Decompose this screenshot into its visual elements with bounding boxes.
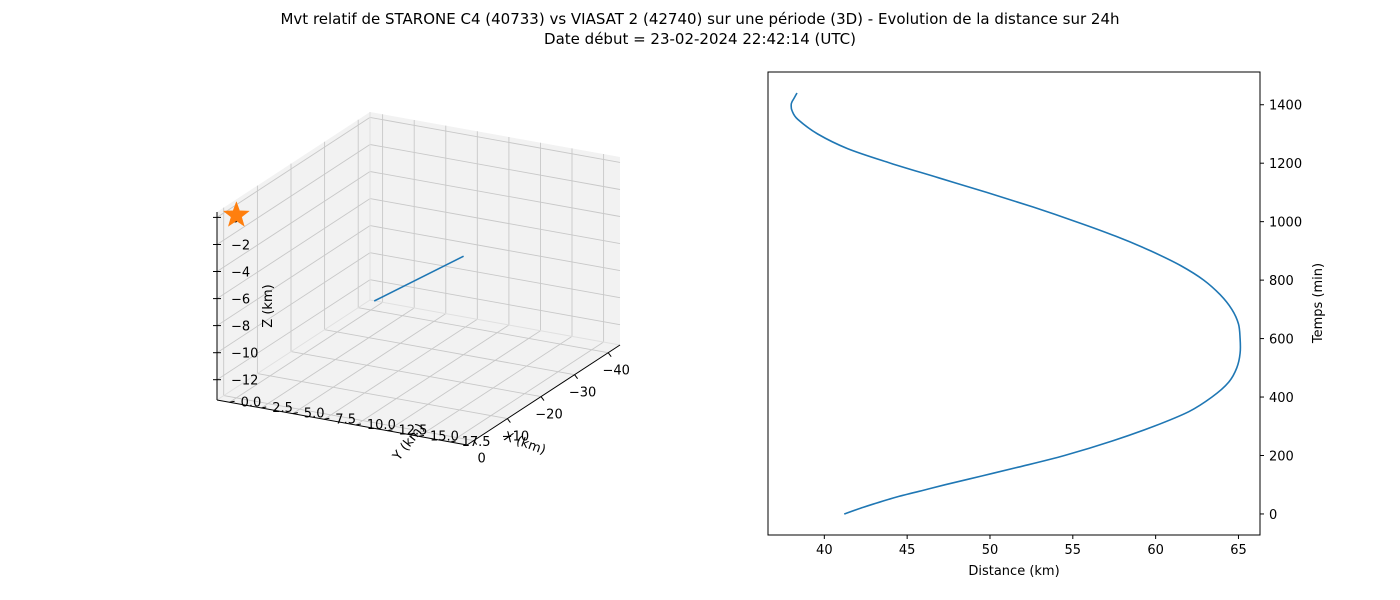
pane-edge — [216, 299, 371, 401]
gridline-y-floor — [450, 341, 604, 443]
x-tick-label-3d: 0 — [478, 452, 486, 467]
y-tick-3d — [418, 434, 425, 437]
y-tick-label-3d: 7.5 — [335, 412, 356, 427]
gridline-z-back — [216, 198, 371, 299]
y-tick-3d — [261, 406, 267, 409]
y-tick-label-3d: 10.0 — [367, 418, 396, 433]
gridline-z-back — [216, 171, 371, 272]
y-tick-3d — [450, 440, 456, 443]
z-tick-label-3d: −10 — [231, 347, 258, 362]
pane-edge — [369, 299, 621, 346]
z-tick-label-3d: −4 — [231, 266, 250, 281]
x-tick-label-3d: −40 — [602, 364, 629, 379]
3d-series — [222, 201, 464, 302]
gridline-x-floor — [223, 395, 474, 442]
gridline-z-side — [369, 252, 621, 299]
gridline-z-back — [216, 279, 371, 381]
y-tick-label-3d: 12.5 — [399, 424, 428, 439]
gridline-x-floor — [290, 351, 542, 398]
x-tick-label-2d: 40 — [816, 543, 833, 558]
distance-curve — [790, 92, 1242, 515]
3d-plot-panel: −40 −30 −20 −10 0 0.0 2.5 5.0 7.5 10.0 12.5 15.0 17.… — [213, 112, 630, 467]
3d-tick-labels: −40 −30 −20 −10 0 0.0 2.5 5.0 7.5 10.0 12.5 15.0 17.… — [213, 211, 630, 467]
y-tick-3d — [292, 412, 298, 415]
2d-ticks: 40 45 50 55 60 65 0 200 400 600 800 1000 1200 1400 — [816, 99, 1302, 558]
y-tick-label-2d: 200 — [1269, 449, 1294, 464]
gridline-x-floor — [358, 307, 609, 354]
x-axis-line-3d — [466, 344, 621, 446]
gridline-z-back — [216, 117, 371, 218]
gridline-y-floor — [355, 324, 510, 426]
y-tick-label-2d: 1400 — [1269, 99, 1302, 114]
x-tick-label-2d: 60 — [1147, 543, 1164, 558]
gridline-z-side — [369, 116, 621, 163]
gridline-y-floor — [292, 313, 447, 414]
gridline-y-floor — [387, 330, 541, 432]
y-axis-label-2d: Temps (min) — [1311, 263, 1326, 344]
2d-series — [790, 92, 1242, 515]
x-tick-label-3d: −30 — [569, 386, 596, 401]
x-axis-label-2d: Distance (km) — [968, 564, 1059, 579]
x-tick-3d — [574, 374, 578, 380]
figure-subtitle: Date début = 23-02-2024 22:42:14 (UTC) — [544, 30, 856, 48]
distance-plot-panel: 40 45 50 55 60 65 0 200 400 600 800 1000 1200 1400 Di… — [767, 71, 1326, 579]
trajectory-line-3d — [373, 255, 464, 302]
y-tick-label-2d: 800 — [1269, 274, 1294, 289]
gridline-x-floor — [324, 329, 575, 376]
gridline-z-side — [369, 225, 621, 272]
3d-axis-lines — [216, 112, 621, 446]
gridline-z-side — [369, 171, 621, 217]
z-axis-label-3d: Z (km) — [261, 284, 276, 327]
gridline-z-side — [369, 144, 621, 190]
x-tick-3d — [607, 352, 612, 358]
origin-star-marker — [222, 201, 250, 227]
y-tick-label-3d: 15.0 — [430, 429, 459, 444]
y-tick-label-2d: 600 — [1269, 333, 1294, 348]
x-tick-label-3d: −20 — [535, 408, 562, 423]
gridline-y-floor — [324, 318, 478, 420]
figure-title: Mvt relatif de STARONE C4 (40733) vs VIA… — [280, 10, 1120, 28]
3d-gridlines — [216, 114, 621, 443]
y-axis-line-3d — [216, 399, 468, 446]
plot-frame — [767, 71, 1261, 536]
y-tick-3d — [229, 400, 235, 403]
x-tick-label-2d: 50 — [982, 543, 999, 558]
gridline-z-side — [369, 279, 621, 326]
z-tick-label-3d: −12 — [231, 374, 258, 389]
z-tick-label-3d: −6 — [231, 293, 250, 308]
gridline-z-side — [369, 198, 621, 245]
x-tick-3d — [540, 396, 545, 401]
x-tick-label-2d: 55 — [1065, 543, 1082, 558]
y-tick-label-2d: 1000 — [1269, 216, 1302, 231]
x-tick-label-2d: 65 — [1230, 543, 1247, 558]
y-tick-label-2d: 1200 — [1269, 157, 1302, 172]
gridline-x-floor — [257, 373, 508, 420]
gridline-y-floor — [229, 301, 383, 403]
y-tick-label-3d: 17.5 — [462, 435, 491, 450]
gridline-y-floor — [418, 336, 573, 437]
y-tick-3d — [324, 417, 330, 420]
y-tick-label-2d: 400 — [1269, 391, 1294, 406]
z-tick-label-3d: −8 — [231, 320, 250, 335]
x-tick-3d — [506, 418, 511, 423]
z-tick-label-3d: −2 — [231, 239, 250, 254]
x-tick-label-3d: −10 — [502, 430, 529, 445]
gridline-z-back — [216, 252, 371, 354]
gridline-z-back — [216, 225, 371, 326]
y-tick-label-3d: 0.0 — [241, 395, 262, 410]
gridline-y-floor — [260, 307, 415, 409]
x-tick-label-2d: 45 — [899, 543, 916, 558]
y-tick-label-2d: 0 — [1269, 508, 1277, 523]
y-tick-3d — [387, 429, 393, 432]
x-tick-3d — [473, 440, 478, 445]
y-tick-3d — [355, 423, 361, 426]
gridline-z-back — [216, 144, 371, 245]
y-tick-label-3d: 5.0 — [304, 407, 325, 422]
y-tick-label-3d: 2.5 — [272, 401, 293, 416]
